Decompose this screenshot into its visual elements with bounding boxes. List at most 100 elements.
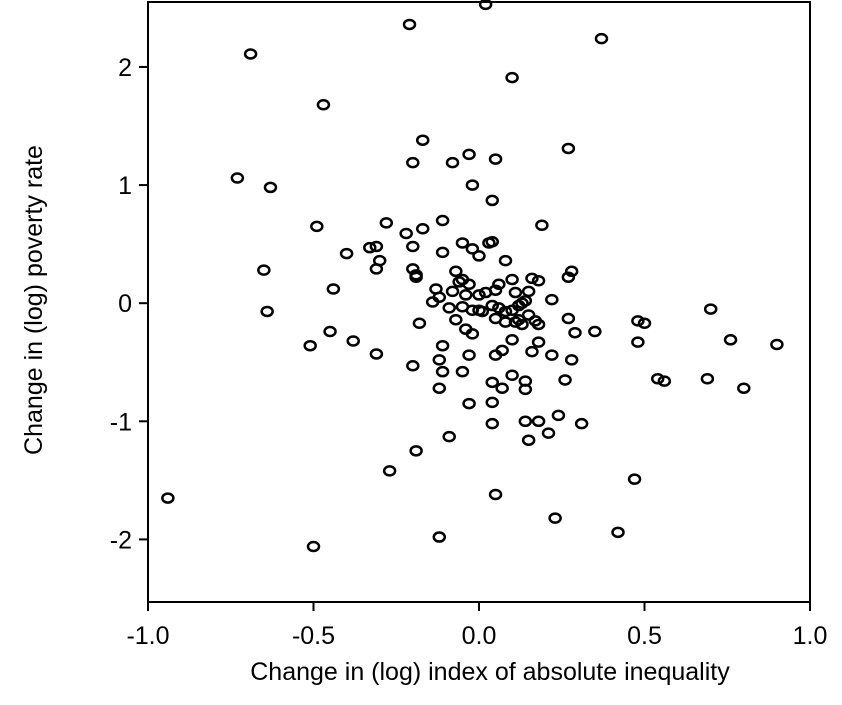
point xyxy=(409,271,423,283)
y-axis-label: Change in (log) poverty rate xyxy=(20,145,48,455)
point xyxy=(492,278,506,291)
point xyxy=(475,305,490,318)
point xyxy=(379,217,394,229)
point xyxy=(455,365,470,378)
point xyxy=(525,272,539,285)
x-tick-label: 0.0 xyxy=(462,622,497,650)
y-tick-label: 0 xyxy=(118,290,132,318)
point xyxy=(770,338,784,351)
point xyxy=(442,430,456,443)
point xyxy=(310,220,324,233)
point xyxy=(462,349,476,361)
point xyxy=(525,345,539,358)
point xyxy=(495,382,509,394)
y-tick-label: 2 xyxy=(118,54,132,82)
point xyxy=(449,313,463,326)
point xyxy=(472,250,486,262)
y-tick-label: -2 xyxy=(110,526,132,554)
point xyxy=(564,265,579,278)
point xyxy=(462,148,476,161)
point xyxy=(521,309,536,321)
point xyxy=(700,373,715,385)
point xyxy=(515,318,529,331)
point xyxy=(515,297,529,309)
point xyxy=(495,344,509,357)
point xyxy=(531,274,546,287)
point xyxy=(402,18,417,31)
point xyxy=(432,354,447,366)
point xyxy=(323,325,337,338)
point xyxy=(243,48,258,60)
point xyxy=(399,227,413,240)
x-tick-label: 1.0 xyxy=(793,622,828,650)
point xyxy=(316,99,331,111)
point xyxy=(465,179,480,191)
point xyxy=(545,293,559,306)
point xyxy=(485,396,499,409)
point xyxy=(611,526,625,539)
point xyxy=(472,289,486,301)
x-axis-label: Change in (log) index of absolute inequa… xyxy=(250,658,730,686)
point xyxy=(548,512,562,524)
point xyxy=(412,317,427,330)
point xyxy=(531,336,546,348)
point xyxy=(306,540,321,553)
point xyxy=(263,181,278,194)
point xyxy=(521,434,536,446)
point xyxy=(650,373,665,385)
point xyxy=(631,315,645,327)
point xyxy=(505,334,519,346)
point xyxy=(406,156,420,169)
point xyxy=(505,71,519,84)
point xyxy=(541,427,556,439)
point xyxy=(531,415,546,428)
point xyxy=(657,375,672,387)
point xyxy=(303,339,317,352)
point xyxy=(498,316,513,328)
point xyxy=(737,382,751,394)
point xyxy=(462,278,476,291)
point xyxy=(551,409,566,422)
point xyxy=(363,241,377,254)
point xyxy=(161,492,175,504)
point xyxy=(508,286,523,299)
x-tick-label: -1.0 xyxy=(126,622,169,650)
point xyxy=(568,326,582,339)
point xyxy=(488,153,503,165)
x-tick-label: 0.5 xyxy=(627,622,662,650)
plot-frame xyxy=(147,1,811,603)
point xyxy=(498,254,513,267)
point xyxy=(558,374,572,386)
point xyxy=(435,246,450,259)
point xyxy=(478,0,493,11)
point xyxy=(406,360,420,372)
point xyxy=(564,354,579,366)
point xyxy=(346,335,360,347)
point xyxy=(505,273,519,286)
point xyxy=(257,264,271,276)
point xyxy=(465,243,480,255)
point xyxy=(485,376,499,389)
point xyxy=(631,336,645,348)
point xyxy=(518,295,533,307)
point xyxy=(521,285,536,298)
point xyxy=(518,383,533,396)
point xyxy=(574,417,589,430)
point xyxy=(459,289,473,301)
point xyxy=(627,473,642,485)
point xyxy=(535,219,549,231)
point xyxy=(485,299,499,312)
point xyxy=(382,465,397,477)
point xyxy=(435,365,450,378)
point xyxy=(326,283,341,295)
point xyxy=(485,194,499,207)
point xyxy=(455,237,470,249)
point xyxy=(409,445,423,457)
point xyxy=(415,134,430,146)
point xyxy=(594,32,609,45)
point xyxy=(432,291,447,304)
point xyxy=(445,156,460,169)
point xyxy=(260,305,274,318)
point xyxy=(588,325,602,338)
